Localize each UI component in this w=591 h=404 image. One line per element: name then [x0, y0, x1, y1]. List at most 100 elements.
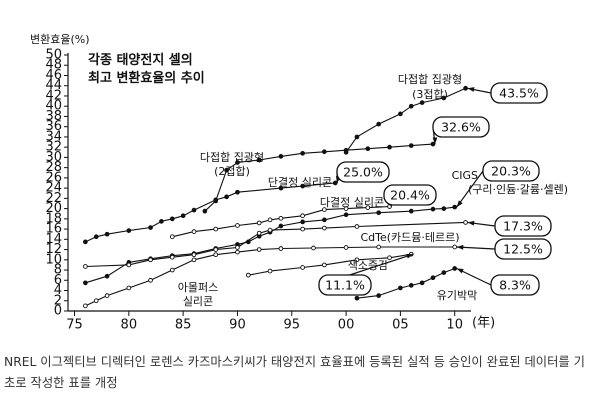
data-point — [191, 252, 197, 258]
value-label: 17.3% — [503, 219, 543, 234]
series-line — [345, 87, 466, 153]
data-point — [343, 245, 349, 250]
data-point — [235, 160, 240, 165]
y-tick-label: 30 — [45, 150, 62, 165]
data-point — [93, 298, 99, 304]
series-line — [85, 206, 455, 284]
series-name: 다결정 실리콘 — [320, 196, 384, 209]
data-point — [322, 225, 327, 231]
data-point — [191, 207, 197, 213]
data-point — [148, 277, 153, 283]
data-point — [267, 227, 273, 233]
data-point — [191, 257, 197, 263]
y-tick-label: 14 — [45, 232, 62, 247]
value-label-box — [383, 184, 437, 206]
value-label-box — [336, 161, 390, 183]
data-point — [256, 157, 262, 163]
y-tick-label: 36 — [45, 119, 62, 134]
series-line — [172, 206, 390, 238]
value-label: 8.3% — [499, 278, 531, 293]
data-point — [256, 247, 262, 252]
y-tick-label: 44 — [45, 78, 62, 93]
data-point — [387, 255, 392, 261]
y-tick-label: 22 — [45, 191, 62, 206]
series-name: 다접합 집광형 (2접합) — [200, 151, 264, 178]
data-point — [452, 204, 458, 210]
y-tick-label: 4 — [54, 283, 62, 298]
data-point — [430, 206, 436, 212]
y-tick-label: 34 — [45, 129, 62, 144]
value-label-box — [318, 274, 372, 296]
data-point — [376, 244, 382, 250]
data-point — [104, 293, 110, 298]
y-tick-label: 10 — [45, 252, 62, 267]
data-point — [300, 150, 305, 156]
value-label: 12.5% — [503, 242, 543, 257]
data-point — [256, 230, 262, 236]
y-tick-label: 48 — [45, 58, 62, 73]
data-point — [159, 219, 164, 224]
data-point — [387, 144, 392, 150]
data-point — [398, 111, 403, 117]
data-point — [343, 206, 349, 211]
data-point — [332, 180, 338, 186]
data-point — [235, 245, 240, 250]
data-point — [104, 273, 110, 279]
chart: 변환효율(%) (年) 각종 태양전지 셀의 최고 변환효율의 추이0246810… — [30, 33, 568, 333]
value-label: 43.5% — [499, 86, 539, 101]
data-point — [83, 303, 88, 309]
y-tick-label: 0 — [54, 304, 62, 319]
data-point — [245, 272, 251, 278]
x-tick-label: 75 — [66, 318, 83, 333]
data-point — [213, 197, 219, 203]
callout-arrow — [406, 253, 414, 259]
y-tick-label: 40 — [45, 99, 62, 114]
data-point — [365, 146, 371, 152]
value-label: 20.3% — [491, 164, 531, 179]
data-point — [300, 183, 305, 189]
y-tick-label: 18 — [45, 211, 62, 226]
value-label: 11.1% — [325, 278, 365, 293]
data-point — [83, 280, 88, 286]
data-point — [235, 223, 240, 228]
data-point — [278, 154, 284, 159]
data-point — [256, 220, 262, 226]
data-point — [408, 103, 414, 109]
data-point — [441, 206, 447, 211]
x-axis-label: (年) — [472, 316, 495, 331]
data-point — [343, 212, 349, 218]
series-name: CdTe(카드뮴·테르르) — [360, 231, 459, 244]
y-tick-label: 16 — [45, 222, 62, 237]
callout-arrow — [456, 244, 464, 250]
data-point — [169, 267, 175, 273]
series-name: 단결정 실리콘 — [268, 176, 332, 189]
y-tick-label: 46 — [45, 68, 62, 83]
x-tick-label: 00 — [338, 318, 355, 333]
y-tick-label: 20 — [45, 201, 62, 216]
data-point — [126, 262, 132, 268]
data-point — [322, 262, 327, 268]
data-point — [202, 208, 208, 214]
data-point — [398, 285, 403, 291]
x-tick-label: 90 — [229, 318, 246, 333]
data-point — [354, 134, 360, 140]
y-tick-label: 8 — [54, 263, 62, 278]
value-label-box — [432, 116, 490, 138]
value-label-box — [490, 274, 540, 296]
data-point — [278, 223, 284, 229]
data-point — [452, 244, 458, 250]
data-point — [408, 143, 414, 148]
caption: NREL 이그젝티브 디렉터인 로렌스 카즈마스키씨가 태양전지 효율표에 등록… — [4, 355, 585, 390]
data-point — [376, 210, 382, 216]
data-point — [278, 246, 284, 251]
x-tick-label: 85 — [175, 318, 192, 333]
data-point — [104, 231, 110, 237]
data-point — [126, 228, 132, 233]
data-point — [93, 234, 99, 240]
data-point — [463, 220, 468, 225]
data-point — [408, 283, 414, 288]
data-point — [311, 245, 316, 251]
data-point — [322, 149, 327, 155]
x-tick-label: 10 — [446, 318, 463, 333]
data-point — [441, 270, 447, 275]
